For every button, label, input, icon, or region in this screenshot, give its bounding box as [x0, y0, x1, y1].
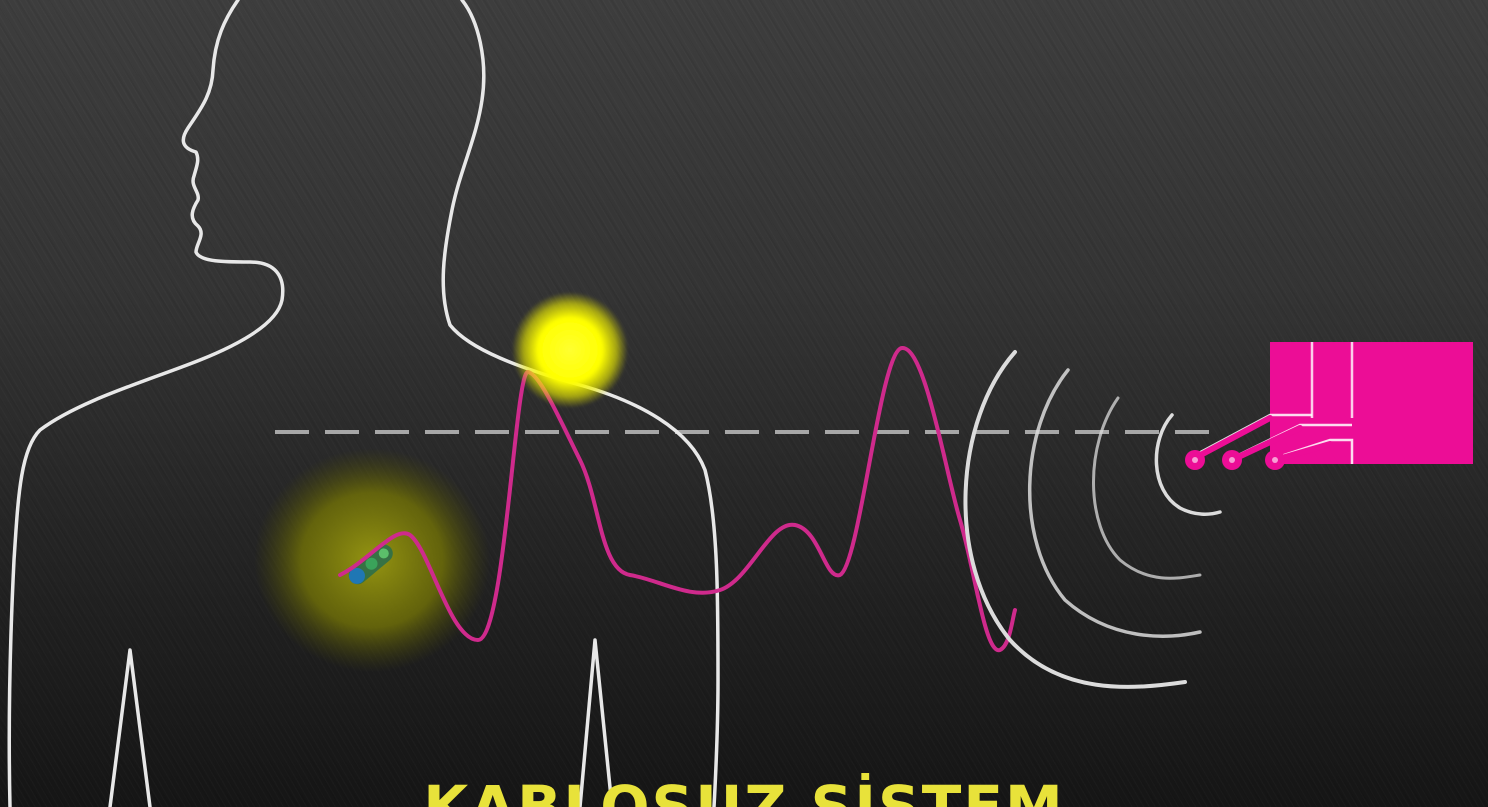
yellow-glow-spot [512, 292, 628, 408]
human-silhouette-icon [7, 0, 720, 807]
caption-text: KABLOSUZ SİSTEM [423, 773, 1065, 807]
signal-wave [338, 346, 1017, 653]
implant-device-icon [348, 544, 393, 585]
wireless-waves-icon [963, 350, 1222, 689]
receiver-device-icon [1185, 342, 1473, 470]
